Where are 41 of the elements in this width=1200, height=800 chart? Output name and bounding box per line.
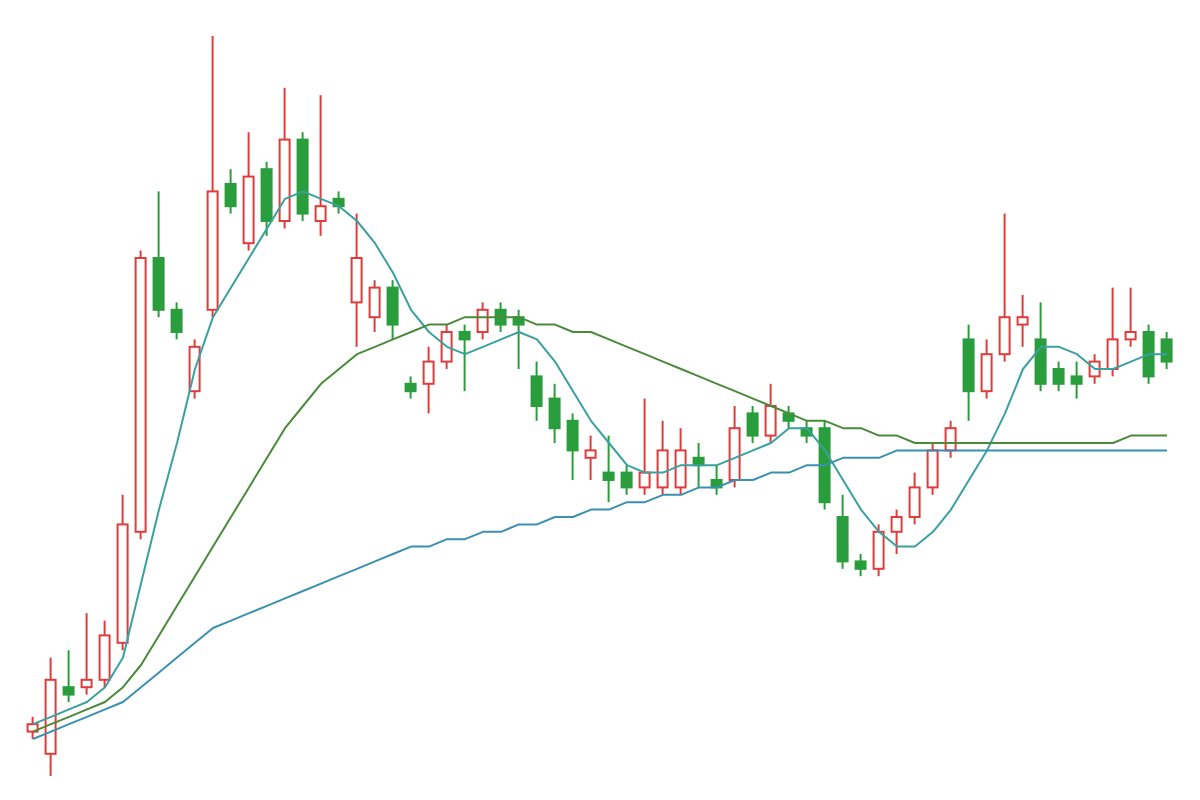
candlestick	[476, 301, 489, 341]
candlestick	[494, 301, 507, 333]
candlestick	[1070, 360, 1083, 400]
candlestick	[350, 212, 363, 348]
candlestick	[530, 360, 543, 422]
candlestick	[314, 94, 327, 237]
candlestick	[386, 279, 399, 341]
candlestick	[584, 434, 597, 481]
candlestick	[674, 427, 687, 496]
candlestick	[548, 382, 561, 444]
candlestick	[1142, 323, 1155, 385]
candlestick	[602, 434, 615, 504]
candlestick	[1106, 286, 1119, 378]
candlestick	[458, 323, 471, 393]
candlestick	[566, 412, 579, 481]
candlestick	[872, 523, 885, 578]
candlestick	[746, 405, 759, 444]
candlestick	[1052, 360, 1065, 393]
candlestick	[368, 279, 381, 333]
candlestick	[890, 508, 903, 555]
candlestick	[1160, 331, 1173, 370]
candlestick	[440, 323, 453, 370]
candlestick	[854, 553, 867, 578]
candlestick	[80, 612, 93, 696]
candlestick	[926, 442, 939, 496]
candlestick	[764, 382, 777, 444]
candlestick	[908, 471, 921, 526]
candlestick	[62, 649, 75, 703]
candlestick	[98, 619, 111, 689]
candlestick	[422, 345, 435, 415]
candlestick	[656, 419, 669, 496]
candlestick	[1034, 301, 1047, 393]
candlestick	[836, 493, 849, 570]
candlestick	[1124, 286, 1137, 348]
candlestick	[998, 212, 1011, 363]
candlestick	[980, 338, 993, 400]
candlestick	[404, 375, 417, 400]
candlestick	[620, 464, 633, 496]
candlestick	[224, 168, 237, 215]
candlestick	[1016, 294, 1029, 348]
candlestick	[170, 301, 183, 341]
